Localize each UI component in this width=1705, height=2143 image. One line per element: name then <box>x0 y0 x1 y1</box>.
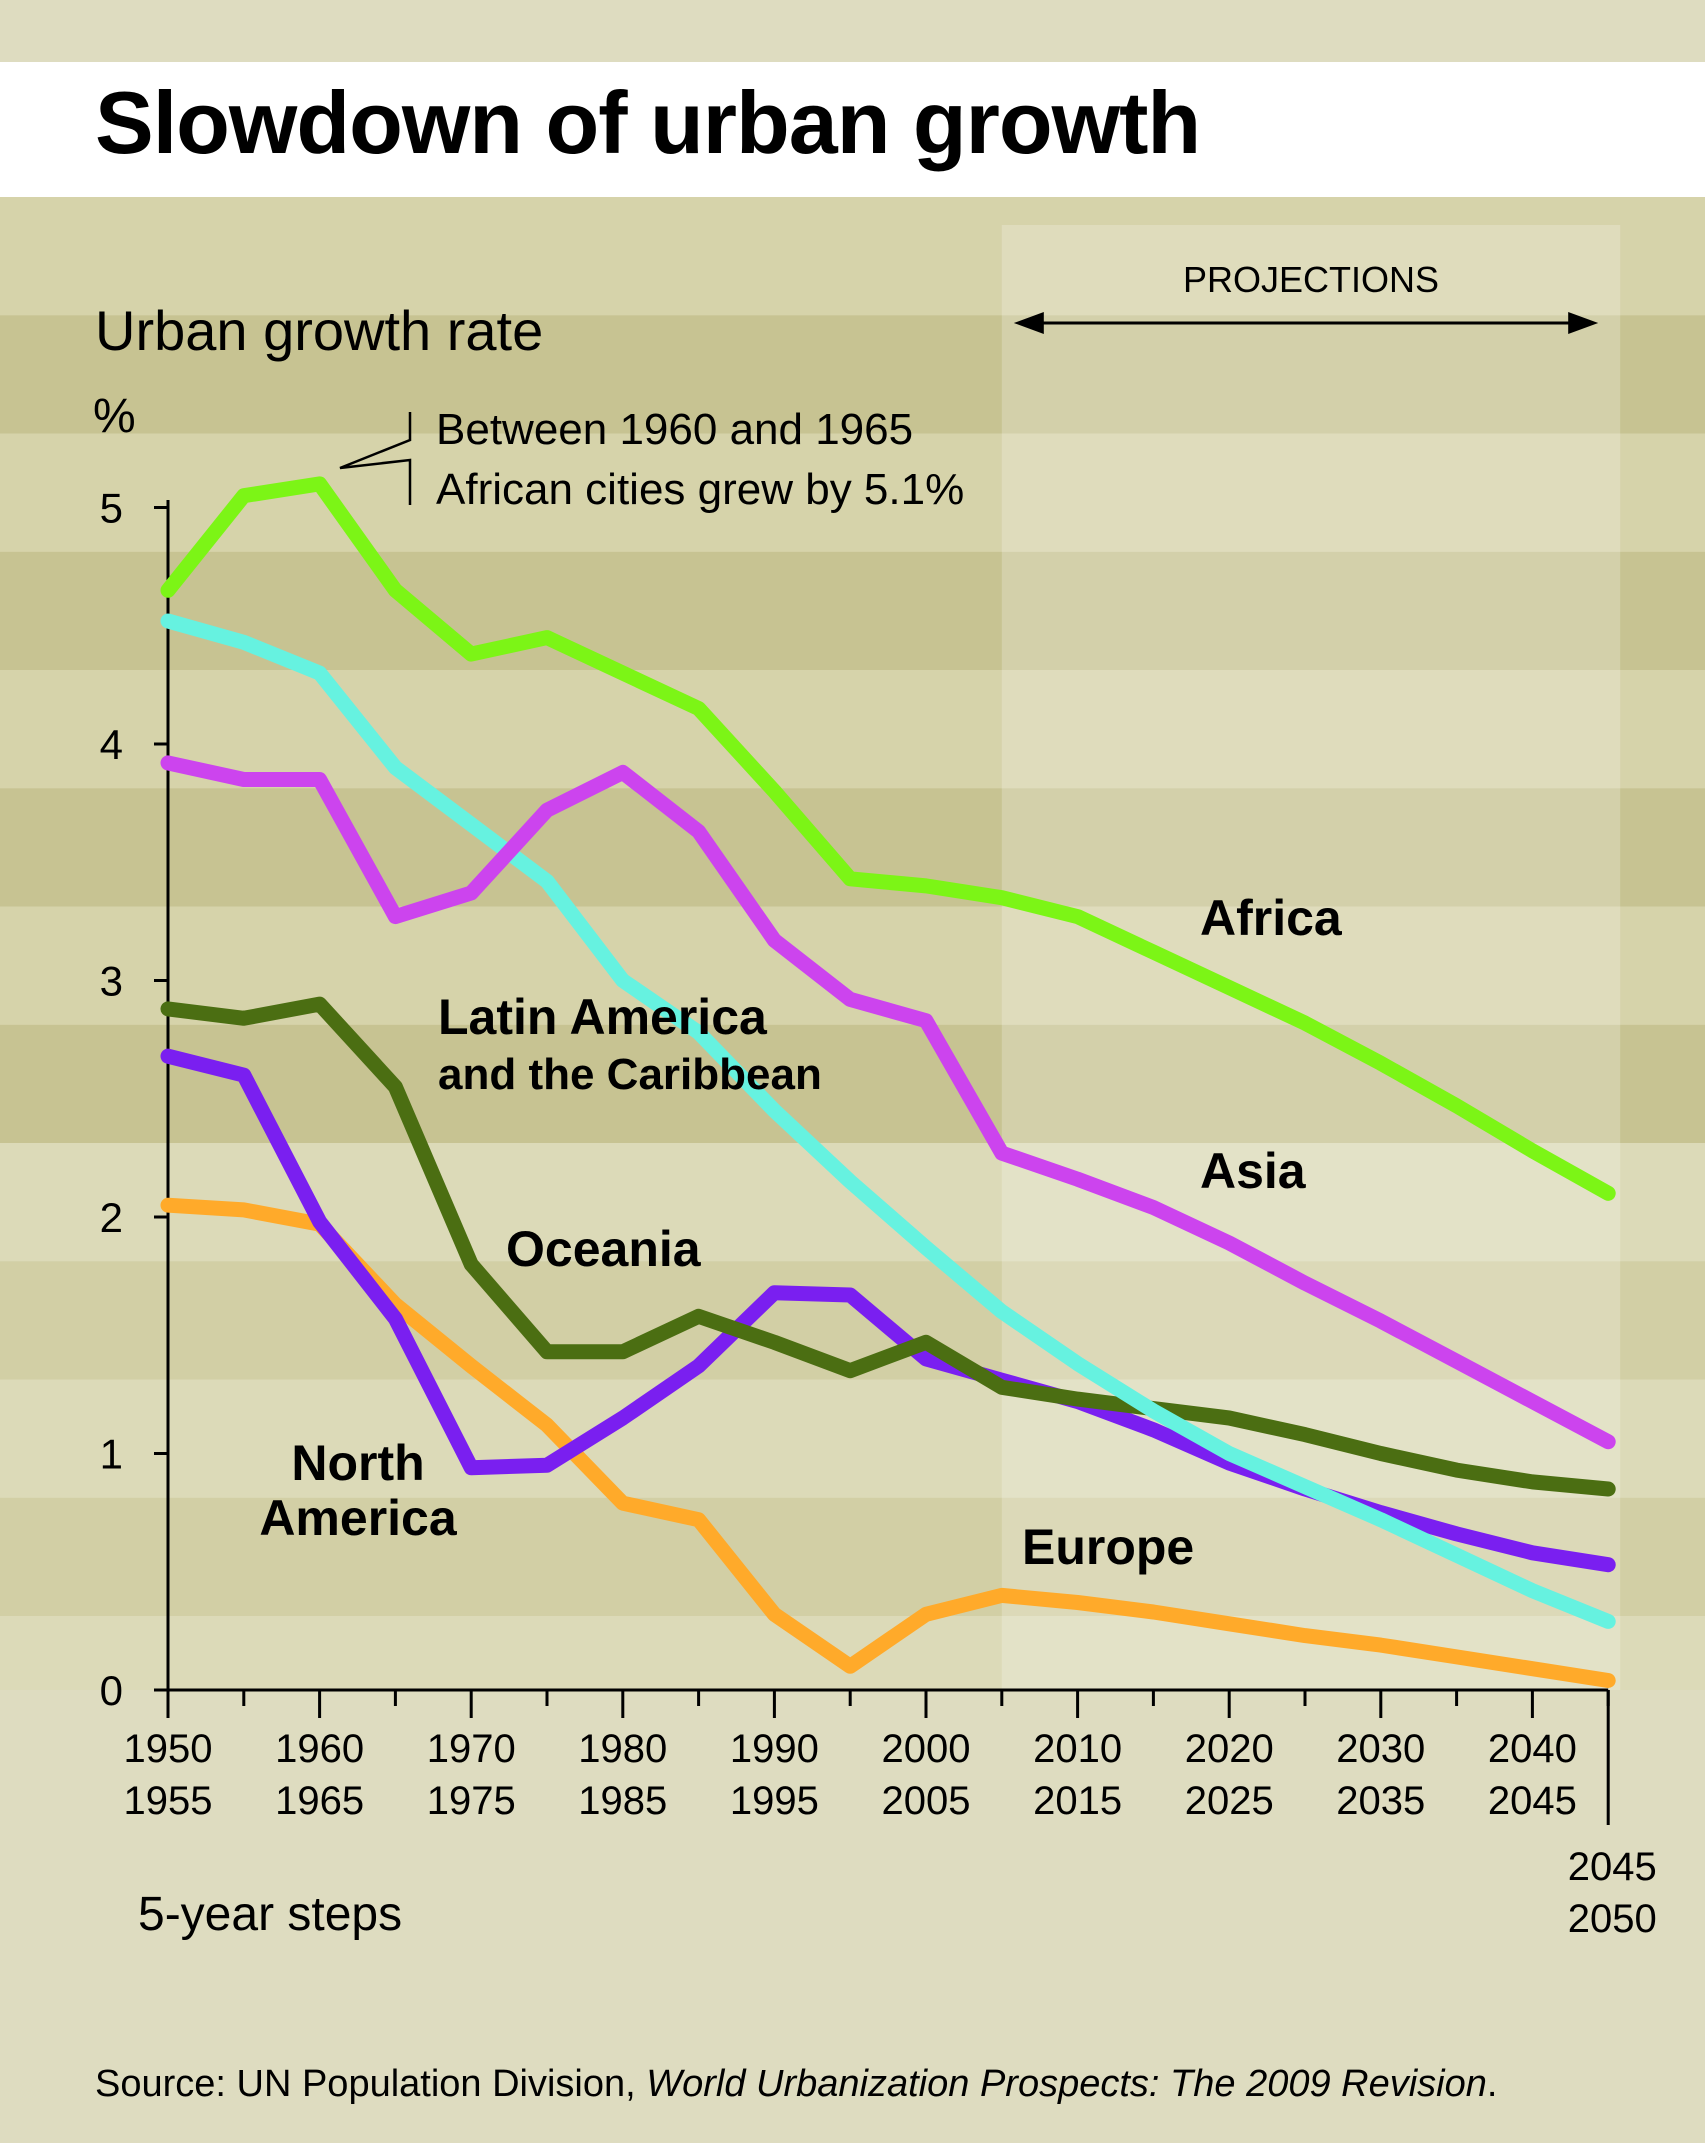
series-label: Oceania <box>506 1221 702 1277</box>
source-title: World Urbanization Prospects: The 2009 R… <box>646 2063 1487 2105</box>
x-tick-label: 2015 <box>1033 1779 1122 1823</box>
x-tick-label: 1970 <box>427 1727 516 1771</box>
series-line-latin-america-and-the-caribbean <box>160 613 1616 1629</box>
x-tick-label: 1975 <box>427 1779 516 1823</box>
title-band <box>0 62 1705 197</box>
arrow-left-icon <box>1013 312 1044 334</box>
arrow-right-icon <box>1568 312 1599 334</box>
x-tick-label: 2010 <box>1033 1727 1122 1771</box>
series-label: and the Caribbean <box>438 1050 822 1099</box>
series-line-oceania <box>160 996 1616 1497</box>
x-tick-label: 1995 <box>730 1779 819 1823</box>
background-band <box>0 197 1705 316</box>
series-label: Asia <box>1200 1143 1307 1199</box>
x-tick-label: 1950 <box>124 1727 213 1771</box>
x-tick-label: 1955 <box>124 1779 213 1823</box>
y-tick-label: 2 <box>100 1194 123 1241</box>
x-tick-label: 2030 <box>1336 1727 1425 1771</box>
source-note: Source: UN Population Division, World Ur… <box>95 2063 1497 2106</box>
series-line-africa <box>160 476 1616 1201</box>
annotation-leader <box>339 412 412 505</box>
axes: 0 1 2 3 4 5 1950 1955 1960 1965 1970 1975 1980 1985 19… <box>100 485 1657 1942</box>
x-tick-label: 2035 <box>1336 1779 1425 1823</box>
background-band <box>0 1379 1705 1498</box>
series-label: Latin America <box>438 989 768 1045</box>
chart-title: Slowdown of urban growth <box>95 73 1201 172</box>
projections-label: PROJECTIONS <box>1183 259 1439 300</box>
y-tick-label: 1 <box>100 1431 123 1478</box>
background-band <box>0 670 1705 789</box>
series-label: Europe <box>1022 1519 1194 1575</box>
annotation: Between 1960 and 1965 African cities grew… <box>339 405 964 514</box>
x-tick-label-last: 2045 <box>1568 1845 1657 1889</box>
series-label: Africa <box>1200 890 1343 946</box>
series-line-europe <box>160 1197 1616 1688</box>
x-tick-label: 1980 <box>578 1727 667 1771</box>
y-tick-label: 0 <box>100 1667 123 1714</box>
annotation-line: African cities grew by 5.1% <box>436 465 964 514</box>
x-tick-label: 2025 <box>1185 1779 1274 1823</box>
y-axis-unit: % <box>93 390 136 443</box>
y-tick-label: 5 <box>100 485 123 532</box>
series-label: America <box>259 1490 458 1546</box>
series-label: North <box>291 1435 424 1491</box>
series-line-asia <box>160 755 1616 1450</box>
x-tick-label: 2005 <box>882 1779 971 1823</box>
x-tick-label: 1965 <box>275 1779 364 1823</box>
x-tick-label: 1960 <box>275 1727 364 1771</box>
projections-region <box>1001 225 1621 1690</box>
source-suffix: . <box>1486 2063 1498 2105</box>
x-tick-label: 2040 <box>1488 1727 1577 1771</box>
background-band <box>0 315 1705 434</box>
projections-header: PROJECTIONS <box>1013 259 1599 334</box>
x-axis-title: 5-year steps <box>138 1888 402 1941</box>
x-tick-label: 2045 <box>1488 1779 1577 1823</box>
series-labels: Africa Asia Latin America and the Caribbean… <box>259 890 1343 1575</box>
background-band <box>0 1261 1705 1380</box>
x-tick-label: 1990 <box>730 1727 819 1771</box>
source-prefix: Source: UN Population Division, <box>95 2063 647 2105</box>
background-band <box>0 788 1705 907</box>
annotation-line: Between 1960 and 1965 <box>436 405 913 454</box>
y-axis-title: Urban growth rate <box>95 299 543 362</box>
x-tick-label-last: 2050 <box>1568 1897 1657 1941</box>
background-band <box>0 551 1705 670</box>
series-layer <box>160 476 1616 1688</box>
y-tick-label: 4 <box>100 721 123 768</box>
x-tick-label: 2000 <box>882 1727 971 1771</box>
y-tick-label: 3 <box>100 958 123 1005</box>
x-tick-label: 1985 <box>578 1779 667 1823</box>
x-tick-label: 2020 <box>1185 1727 1274 1771</box>
